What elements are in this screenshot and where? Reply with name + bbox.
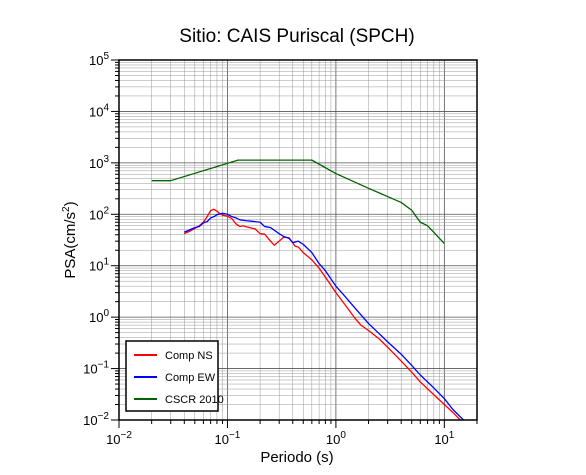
x-tick-label: 10−2 xyxy=(106,430,132,447)
series-layer xyxy=(151,159,464,420)
y-tick-label: 104 xyxy=(89,102,109,119)
y-axis-label-base: PSA(cm/s xyxy=(62,212,79,279)
y-tick-label: 101 xyxy=(89,257,109,274)
tick-marks xyxy=(111,59,478,428)
x-tick-label: 10−1 xyxy=(215,430,241,447)
legend-label-2: Comp EW xyxy=(165,372,216,384)
x-tick-label: 100 xyxy=(326,430,346,447)
plot-frame xyxy=(118,59,478,421)
y-axis-label: PSA(cm/s2) xyxy=(61,201,79,278)
y-tick-label: 102 xyxy=(89,205,109,222)
y-tick-label: 105 xyxy=(89,51,109,68)
y-axis-label-close: ) xyxy=(62,201,79,206)
legend-label-1: Comp NS xyxy=(165,350,213,362)
series-line-3 xyxy=(151,159,445,244)
tick-labels: 10−2 10−1 100 101 10−2 10−1 100 101 102 103 104 105 xyxy=(83,51,455,447)
y-tick-label: 10−1 xyxy=(83,360,109,377)
chart-title: Sitio: CAIS Puriscal (SPCH) xyxy=(179,26,414,47)
legend-label-3: CSCR 2010 xyxy=(165,394,224,406)
y-tick-label: 10−2 xyxy=(83,411,109,428)
y-tick-label: 100 xyxy=(89,308,109,325)
x-tick-label: 101 xyxy=(434,430,454,447)
y-tick-label: 103 xyxy=(89,154,109,171)
y-axis-label-sup: 2 xyxy=(61,206,72,212)
series-line-1 xyxy=(184,208,461,420)
legend: Comp NS Comp EW CSCR 2010 xyxy=(125,340,224,412)
x-axis-label: Periodo (s) xyxy=(260,449,333,466)
series-line-2 xyxy=(184,212,464,420)
